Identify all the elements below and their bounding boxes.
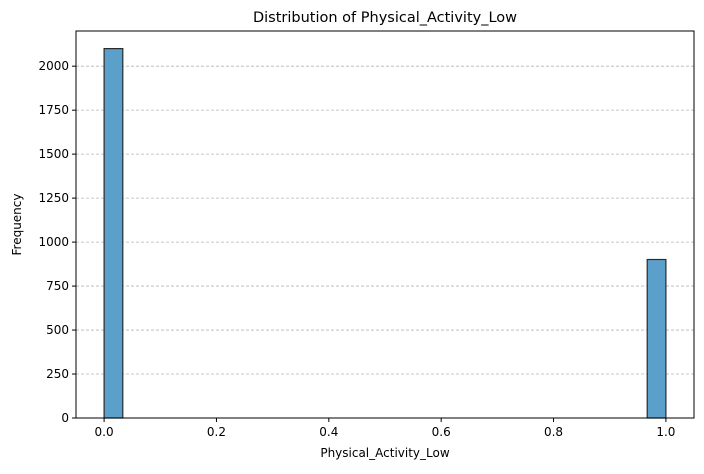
plot-frame xyxy=(75,30,695,419)
x-tick-label: 0.0 xyxy=(95,425,114,439)
grid-layer xyxy=(76,65,694,375)
y-tick-label: 250 xyxy=(46,367,69,381)
x-tick-label: 0.8 xyxy=(544,425,563,439)
x-tick-label: 1.0 xyxy=(656,425,675,439)
bar-layer xyxy=(103,47,667,419)
y-tick-label: 0 xyxy=(61,411,69,425)
y-axis-label: Frequency xyxy=(10,194,24,256)
histogram-bar xyxy=(103,47,124,419)
x-axis-ticks: 0.0 0.2 0.4 0.6 0.8 1.0 xyxy=(95,418,675,439)
x-tick-label: 0.2 xyxy=(207,425,226,439)
y-tick-label: 500 xyxy=(46,323,69,337)
histogram-bar xyxy=(646,258,667,419)
x-axis-label: Physical_Activity_Low xyxy=(320,446,450,460)
y-axis-ticks: 0 250 500 750 1000 1250 1500 1750 2000 xyxy=(38,59,76,425)
chart-title: Distribution of Physical_Activity_Low xyxy=(253,10,517,26)
y-tick-label: 1500 xyxy=(38,147,69,161)
y-tick-label: 2000 xyxy=(38,59,69,73)
x-tick-label: 0.6 xyxy=(432,425,451,439)
y-tick-label: 1250 xyxy=(38,191,69,205)
y-tick-label: 1750 xyxy=(38,103,69,117)
x-tick-label: 0.4 xyxy=(319,425,338,439)
y-tick-label: 1000 xyxy=(38,235,69,249)
y-tick-label: 750 xyxy=(46,279,69,293)
